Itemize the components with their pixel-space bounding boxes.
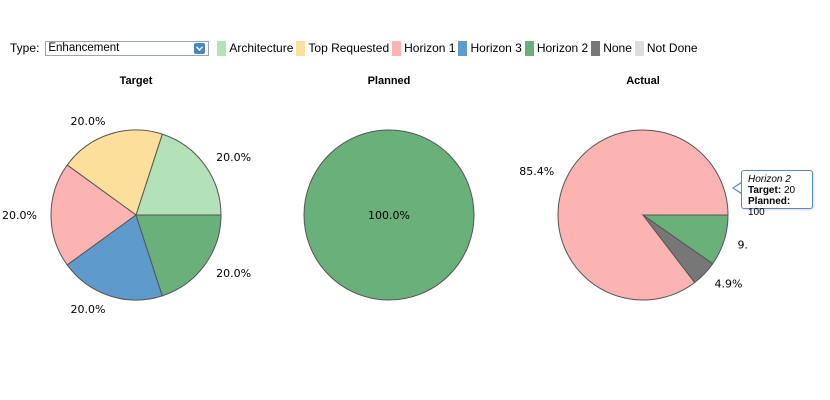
pie-slice[interactable]	[135, 133, 222, 216]
chart-title-actual: Actual	[626, 75, 660, 87]
pie-planned: 100.0%	[303, 129, 475, 301]
tooltip-planned-label: Planned:	[748, 196, 791, 207]
legend-label: Horizon 2	[536, 41, 589, 55]
legend-item[interactable]: Top Requested	[296, 40, 390, 56]
legend-item[interactable]: Horizon 3	[458, 40, 522, 56]
legend-item[interactable]: Horizon 1	[392, 40, 456, 56]
toolbar: Type: Enhancement Architecture Top Reques…	[10, 40, 701, 56]
pie-slice[interactable]	[641, 214, 729, 265]
pie-slice[interactable]	[66, 214, 163, 301]
pie-slice[interactable]	[303, 129, 475, 301]
legend-swatch	[458, 40, 468, 56]
tooltip-arrow-inner	[734, 183, 742, 193]
slice-label: 4.9%	[715, 277, 743, 290]
legend-swatch	[296, 40, 306, 56]
legend-item[interactable]: Architecture	[217, 40, 294, 56]
type-select[interactable]: Enhancement	[45, 40, 210, 56]
pie-slice[interactable]	[66, 129, 163, 216]
pie-slice[interactable]	[50, 164, 137, 266]
slice-label: 20.0%	[216, 151, 251, 164]
legend-swatch	[217, 40, 227, 56]
legend-label: Architecture	[229, 41, 294, 55]
chevron-down-icon[interactable]	[194, 42, 206, 54]
legend-label: Horizon 3	[470, 41, 522, 55]
tooltip-title: Horizon 2	[748, 174, 791, 185]
slice-label: 20.0%	[70, 303, 105, 316]
legend-swatch	[634, 40, 644, 56]
type-label: Type:	[10, 41, 40, 55]
legend-swatch	[524, 40, 534, 56]
legend-label: Top Requested	[308, 41, 390, 55]
slice-label: 20.0%	[216, 267, 251, 280]
legend-swatch	[591, 40, 601, 56]
legend-item[interactable]: Horizon 2	[524, 40, 589, 56]
legend: Architecture Top Requested Horizon 1 Horizo…	[217, 40, 700, 56]
pie-slice[interactable]	[135, 214, 222, 297]
tooltip-target-label: Target:	[748, 185, 782, 196]
legend-item[interactable]: None	[591, 40, 632, 56]
pie-actual: 85.4% 4.9% 9.	[519, 129, 748, 301]
type-select-value: Enhancement	[48, 41, 120, 54]
slice-label: 9.	[737, 239, 748, 252]
chart-title-planned: Planned	[367, 75, 411, 87]
legend-swatch	[392, 40, 402, 56]
legend-item[interactable]: Not Done	[634, 40, 698, 56]
tooltip-planned-value: 100	[748, 207, 765, 218]
legend-label: Not Done	[646, 41, 698, 55]
slice-label: 20.0%	[70, 115, 105, 128]
legend-label: None	[603, 41, 632, 55]
legend-label: Horizon 1	[404, 41, 456, 55]
tooltip: Horizon 2 Target: 20 Planned: 100	[741, 170, 813, 218]
pie-target: 20.0% 20.0% 20.0% 20.0% 20.0%	[2, 115, 251, 316]
slice-label: 20.0%	[2, 209, 37, 222]
slice-label: 85.4%	[519, 165, 554, 178]
tooltip-target-value: 20	[783, 185, 796, 196]
chart-title-target: Target	[119, 75, 153, 87]
slice-label: 100.0%	[368, 209, 410, 222]
